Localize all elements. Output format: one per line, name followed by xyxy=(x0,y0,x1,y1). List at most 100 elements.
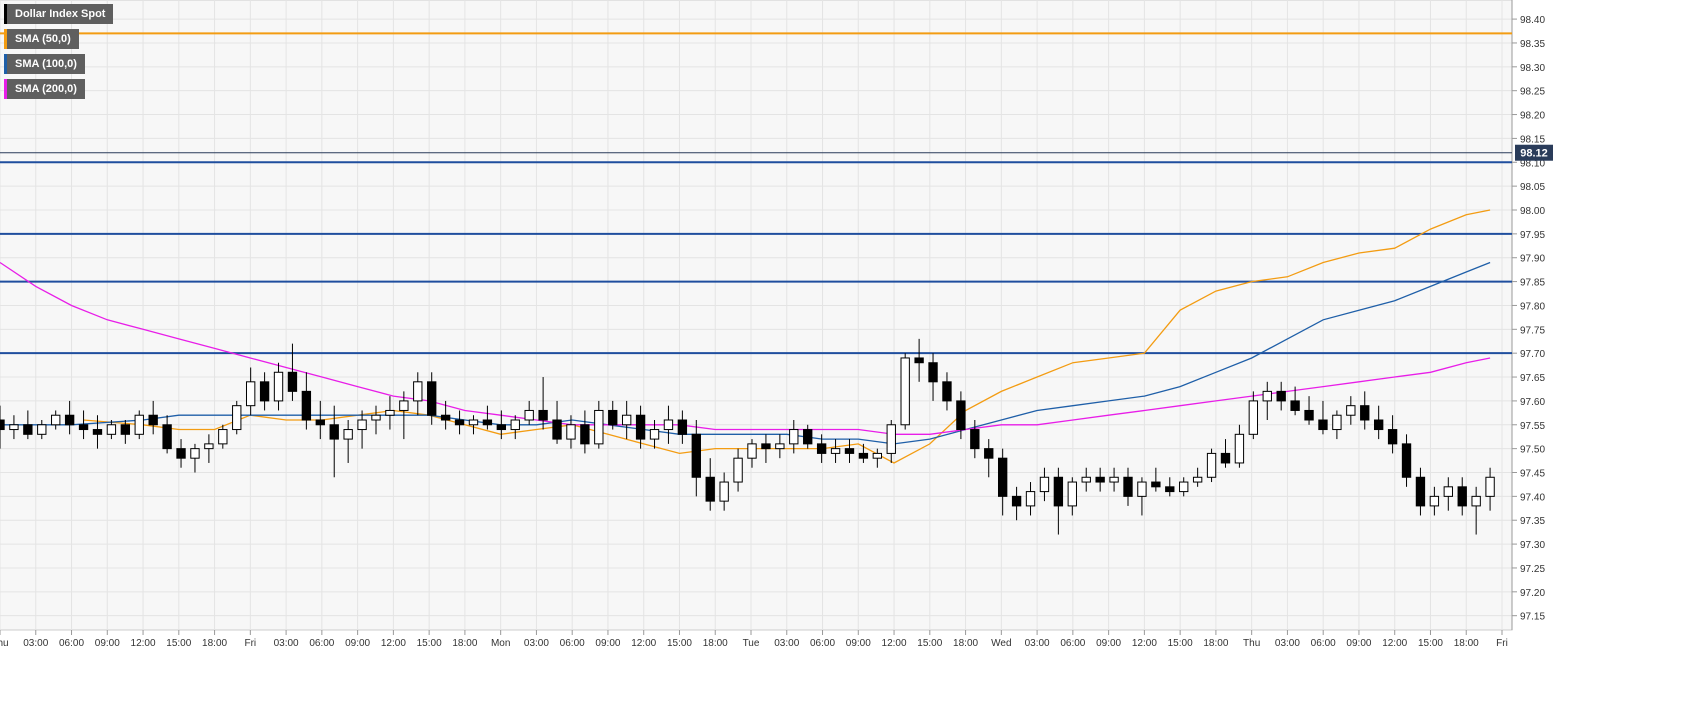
candle-body xyxy=(914,357,924,364)
x-axis-tick-label: Mon xyxy=(491,638,510,649)
y-axis-tick-label: 98.40 xyxy=(1520,15,1545,26)
x-axis-tick-label: 15:00 xyxy=(417,638,442,649)
candle-body xyxy=(357,419,367,431)
candle-body xyxy=(816,443,827,454)
candle-body xyxy=(844,448,855,454)
x-axis-tick-label: 18:00 xyxy=(1454,638,1479,649)
y-axis-tick-label: 98.25 xyxy=(1520,87,1545,98)
y-axis-tick-label: 98.05 xyxy=(1520,182,1545,193)
x-axis-tick-label: 18:00 xyxy=(703,638,728,649)
candle-body xyxy=(1165,486,1175,493)
x-axis-tick-label: 12:00 xyxy=(1132,638,1157,649)
candle-body xyxy=(162,424,172,450)
current-price-label: 98.12 xyxy=(1520,148,1548,160)
x-axis-tick-label: 03:00 xyxy=(274,638,299,649)
x-axis-tick-label: 15:00 xyxy=(1418,638,1443,649)
candle-body xyxy=(510,419,520,431)
y-axis-tick-label: 97.60 xyxy=(1520,397,1545,408)
candle-body xyxy=(635,414,646,440)
legend-label-sma50: SMA (50,0) xyxy=(15,33,71,45)
x-axis-tick-label: 03:00 xyxy=(1025,638,1050,649)
candle-body xyxy=(1206,452,1217,478)
candle-body xyxy=(984,448,994,459)
x-axis-tick-label: 03:00 xyxy=(23,638,48,649)
candle-body xyxy=(1360,405,1370,421)
candle-body xyxy=(273,371,284,402)
candle-body xyxy=(427,381,437,416)
candle-body xyxy=(1276,390,1286,402)
x-axis-tick-label: 18:00 xyxy=(1203,638,1228,649)
candle-body xyxy=(1373,419,1384,431)
candle-body xyxy=(64,414,75,426)
candle-body xyxy=(691,433,701,478)
x-axis-tick-label: 06:00 xyxy=(1311,638,1336,649)
candle-body xyxy=(1332,414,1342,431)
x-axis-tick-label: 03:00 xyxy=(524,638,549,649)
candle-body xyxy=(371,414,381,421)
x-axis-tick-label: 06:00 xyxy=(309,638,334,649)
candle-body xyxy=(399,400,409,411)
candle-body xyxy=(78,424,89,431)
candle-body xyxy=(900,357,910,426)
candle-body xyxy=(1248,400,1259,435)
x-axis-tick-label: Fri xyxy=(1496,638,1508,649)
legend-item-sma50[interactable]: SMA (50,0) xyxy=(4,29,79,49)
y-axis-tick-label: 97.85 xyxy=(1520,278,1545,289)
candle-body xyxy=(663,419,674,431)
candle-body xyxy=(594,409,604,445)
candle-body xyxy=(496,424,507,431)
candle-body xyxy=(1192,476,1203,483)
y-axis-tick-label: 97.50 xyxy=(1520,445,1545,456)
y-axis-tick-label: 98.15 xyxy=(1520,134,1545,145)
legend-swatch-sma200 xyxy=(4,79,7,99)
x-axis-tick-label: 15:00 xyxy=(166,638,191,649)
y-axis-tick-label: 97.40 xyxy=(1520,492,1545,503)
sma-line xyxy=(0,261,1491,435)
x-axis-tick-label: 09:00 xyxy=(595,638,620,649)
candle-body xyxy=(1081,476,1091,483)
candle-body xyxy=(315,419,325,426)
y-axis-tick-label: 97.20 xyxy=(1520,588,1545,599)
candle-body xyxy=(747,443,757,459)
candle-body xyxy=(761,443,771,450)
candle-body xyxy=(1443,486,1453,497)
x-axis-tick-label: 09:00 xyxy=(345,638,370,649)
candle-body xyxy=(830,448,841,454)
y-axis-tick-label: 97.25 xyxy=(1520,564,1545,575)
candle-body xyxy=(538,409,548,421)
x-axis-tick-label: 03:00 xyxy=(774,638,799,649)
candle-body xyxy=(1123,476,1133,497)
candle-body xyxy=(1011,495,1022,507)
candle-body xyxy=(329,424,339,440)
candle-body xyxy=(92,429,103,435)
candle-body xyxy=(51,414,61,426)
legend-item-sma200[interactable]: SMA (200,0) xyxy=(4,79,85,99)
candle-body xyxy=(733,457,743,483)
candle-body xyxy=(928,362,938,383)
y-axis-tick-label: 97.65 xyxy=(1520,373,1545,384)
y-axis-tick-label: 98.35 xyxy=(1520,39,1545,50)
candle-body xyxy=(719,481,729,502)
candle-body xyxy=(1318,419,1328,431)
x-axis-tick-label: 18:00 xyxy=(452,638,477,649)
y-axis-tick-label: 98.00 xyxy=(1520,206,1545,217)
candle-body xyxy=(482,419,493,426)
legend-item-sma100[interactable]: SMA (100,0) xyxy=(4,54,85,74)
candle-body xyxy=(705,476,715,502)
candle-body xyxy=(9,424,19,431)
candle-body xyxy=(301,390,312,421)
candle-body xyxy=(566,424,576,440)
candle-body xyxy=(1262,390,1272,402)
legend-item-price[interactable]: Dollar Index Spot xyxy=(4,4,114,24)
candle-body xyxy=(204,443,214,450)
x-axis-tick-label: 09:00 xyxy=(1096,638,1121,649)
candle-body xyxy=(608,409,618,426)
x-axis-tick-label: 15:00 xyxy=(1168,638,1193,649)
candle-body xyxy=(106,424,117,435)
x-axis-tick-label: 06:00 xyxy=(810,638,835,649)
candle-body xyxy=(1290,400,1300,411)
candle-body xyxy=(1053,476,1064,507)
candle-body xyxy=(1485,476,1495,497)
